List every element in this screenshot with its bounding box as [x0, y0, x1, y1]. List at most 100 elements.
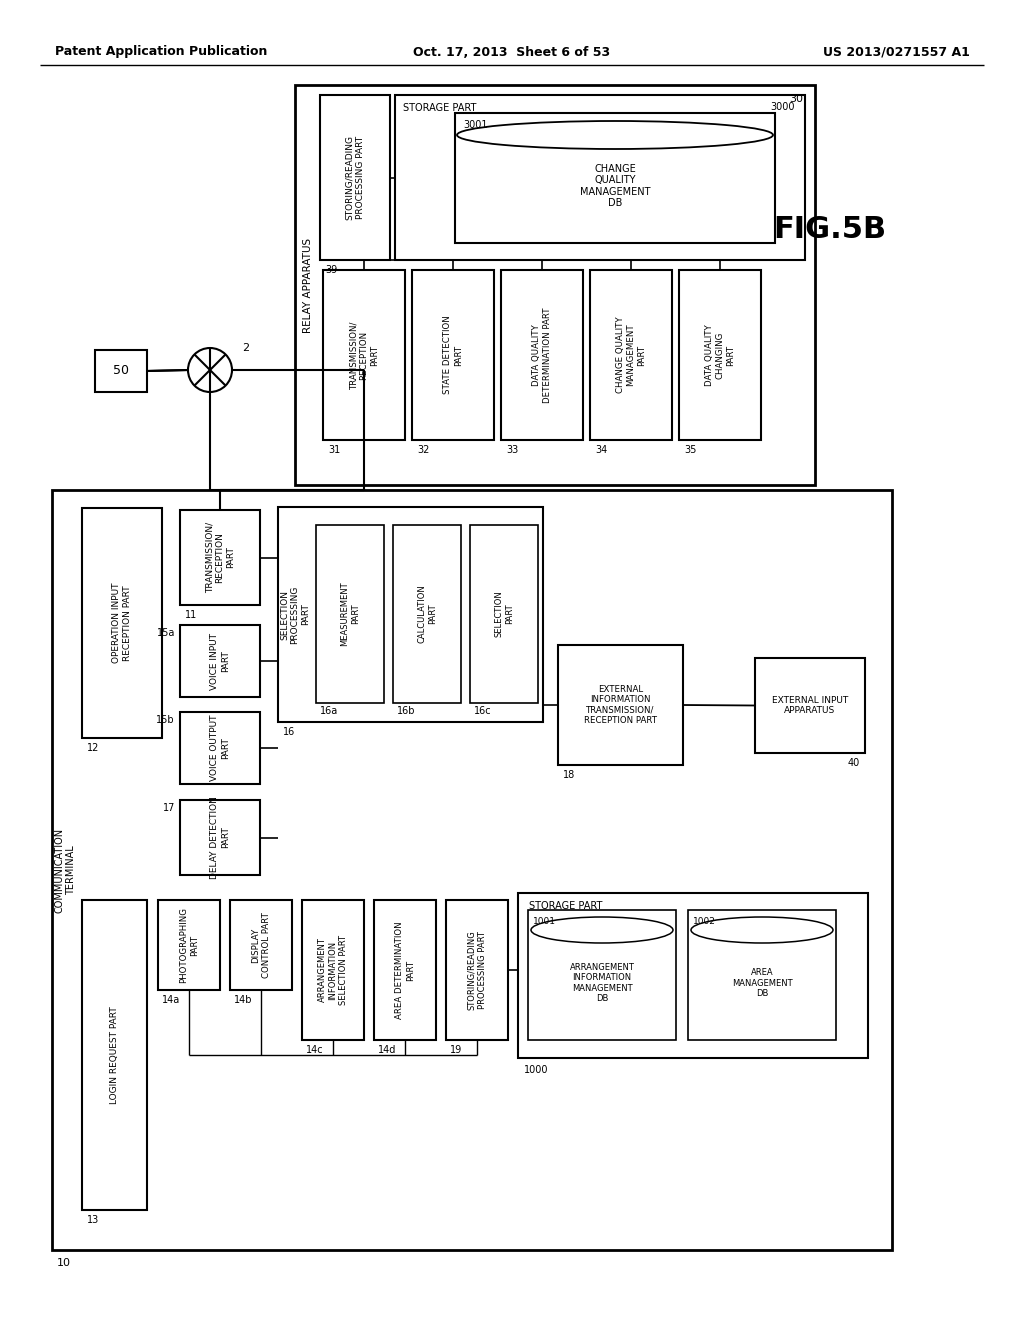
Text: TRANSMISSION/
RECEPTION
PART: TRANSMISSION/ RECEPTION PART: [205, 521, 234, 593]
Text: 1001: 1001: [534, 917, 556, 927]
Text: 50: 50: [113, 364, 129, 378]
Bar: [95, 350, 147, 392]
Text: DELAY DETECTION
PART: DELAY DETECTION PART: [210, 796, 229, 879]
Text: Patent Application Publication: Patent Application Publication: [55, 45, 267, 58]
Text: 19: 19: [450, 1045, 462, 1055]
Bar: [590, 271, 672, 440]
Bar: [180, 800, 260, 875]
Bar: [323, 271, 406, 440]
Text: 15b: 15b: [157, 715, 175, 725]
Text: DATA QUALITY
CHANGING
PART: DATA QUALITY CHANGING PART: [706, 325, 735, 385]
Text: VOICE OUTPUT
PART: VOICE OUTPUT PART: [210, 714, 229, 781]
Text: VOICE INPUT
PART: VOICE INPUT PART: [210, 632, 229, 689]
Text: 34: 34: [595, 445, 607, 455]
Text: 10: 10: [57, 1258, 71, 1269]
Text: TRANSMISSION/
RECEPTION
PART: TRANSMISSION/ RECEPTION PART: [349, 321, 379, 389]
Text: CHANGE QUALITY
MANAGEMENT
PART: CHANGE QUALITY MANAGEMENT PART: [616, 317, 646, 393]
Bar: [455, 114, 775, 243]
Text: SELECTION
PROCESSING
PART: SELECTION PROCESSING PART: [281, 585, 310, 644]
Bar: [374, 900, 436, 1040]
Bar: [295, 84, 815, 484]
Text: AREA
MANAGEMENT
DB: AREA MANAGEMENT DB: [732, 968, 793, 998]
Text: ARRANGEMENT
INFORMATION
SELECTION PART: ARRANGEMENT INFORMATION SELECTION PART: [318, 935, 348, 1005]
Text: 33: 33: [506, 445, 518, 455]
Text: FIG.5B: FIG.5B: [773, 215, 887, 244]
Text: ARRANGEMENT
INFORMATION
MANAGEMENT
DB: ARRANGEMENT INFORMATION MANAGEMENT DB: [569, 962, 635, 1003]
Text: 30: 30: [790, 94, 803, 104]
Bar: [52, 490, 892, 1250]
Text: 14c: 14c: [306, 1045, 324, 1055]
Text: 12: 12: [87, 743, 99, 752]
Bar: [82, 508, 162, 738]
Bar: [230, 900, 292, 990]
Ellipse shape: [691, 917, 833, 942]
Text: 18: 18: [563, 770, 575, 780]
Bar: [393, 525, 461, 704]
Text: 35: 35: [684, 445, 696, 455]
Bar: [180, 510, 260, 605]
Text: STORING/READING
PROCESSING PART: STORING/READING PROCESSING PART: [467, 931, 486, 1010]
Text: 1000: 1000: [524, 1065, 549, 1074]
Text: EXTERNAL
INFORMATION
TRANSMISSION/
RECEPTION PART: EXTERNAL INFORMATION TRANSMISSION/ RECEP…: [584, 685, 657, 725]
Text: STORING/READING
PROCESSING PART: STORING/READING PROCESSING PART: [345, 135, 365, 220]
Text: SELECTION
PART: SELECTION PART: [495, 590, 514, 638]
Text: COMMUNICATION
TERMINAL: COMMUNICATION TERMINAL: [54, 828, 76, 912]
Bar: [319, 95, 390, 260]
Text: US 2013/0271557 A1: US 2013/0271557 A1: [823, 45, 970, 58]
Text: 15a: 15a: [157, 628, 175, 638]
Bar: [412, 271, 494, 440]
Bar: [180, 711, 260, 784]
Bar: [278, 507, 543, 722]
Text: 31: 31: [328, 445, 340, 455]
Text: 1002: 1002: [693, 917, 716, 927]
Ellipse shape: [457, 121, 773, 149]
Text: AREA DETERMINATION
PART: AREA DETERMINATION PART: [395, 921, 415, 1019]
Text: MEASUREMENT
PART: MEASUREMENT PART: [340, 582, 359, 647]
Bar: [395, 95, 805, 260]
Text: 11: 11: [185, 610, 198, 620]
Bar: [688, 909, 836, 1040]
Bar: [470, 525, 538, 704]
Text: STATE DETECTION
PART: STATE DETECTION PART: [443, 315, 463, 395]
Text: OPERATION INPUT
RECEPTION PART: OPERATION INPUT RECEPTION PART: [113, 582, 132, 663]
Text: 14a: 14a: [162, 995, 180, 1005]
Text: 3001: 3001: [463, 120, 487, 129]
Text: RELAY APPARATUS: RELAY APPARATUS: [303, 238, 313, 333]
Text: 40: 40: [848, 758, 860, 768]
Bar: [558, 645, 683, 766]
Text: CALCULATION
PART: CALCULATION PART: [418, 585, 436, 643]
Text: 14d: 14d: [378, 1045, 396, 1055]
Text: LOGIN REQUEST PART: LOGIN REQUEST PART: [110, 1006, 119, 1104]
Bar: [446, 900, 508, 1040]
Bar: [528, 909, 676, 1040]
Bar: [158, 900, 220, 990]
Text: 14b: 14b: [234, 995, 253, 1005]
Text: EXTERNAL INPUT
APPARATUS: EXTERNAL INPUT APPARATUS: [772, 696, 848, 715]
Bar: [302, 900, 364, 1040]
Text: 2: 2: [242, 343, 249, 352]
Text: 17: 17: [163, 803, 175, 813]
Text: Oct. 17, 2013  Sheet 6 of 53: Oct. 17, 2013 Sheet 6 of 53: [414, 45, 610, 58]
Text: 16a: 16a: [319, 706, 338, 715]
Text: STORAGE PART: STORAGE PART: [403, 103, 477, 114]
Text: 13: 13: [87, 1214, 99, 1225]
Ellipse shape: [531, 917, 673, 942]
Text: STORAGE PART: STORAGE PART: [529, 902, 603, 911]
Text: PHOTOGRAPHING
PART: PHOTOGRAPHING PART: [179, 907, 199, 983]
Text: 32: 32: [417, 445, 429, 455]
Bar: [518, 894, 868, 1059]
Text: 3000: 3000: [770, 102, 795, 112]
Text: CHANGE
QUALITY
MANAGEMENT
DB: CHANGE QUALITY MANAGEMENT DB: [580, 164, 650, 209]
Bar: [82, 900, 147, 1210]
Text: 16b: 16b: [397, 706, 416, 715]
Text: DISPLAY
CONTROL PART: DISPLAY CONTROL PART: [251, 912, 270, 978]
Bar: [501, 271, 583, 440]
Bar: [316, 525, 384, 704]
Text: DATA QUALITY
DETERMINATION PART: DATA QUALITY DETERMINATION PART: [532, 308, 552, 403]
Text: 16c: 16c: [474, 706, 492, 715]
Text: 16: 16: [283, 727, 295, 737]
Bar: [679, 271, 761, 440]
Bar: [180, 624, 260, 697]
Bar: [755, 657, 865, 752]
Text: 39: 39: [325, 265, 337, 275]
